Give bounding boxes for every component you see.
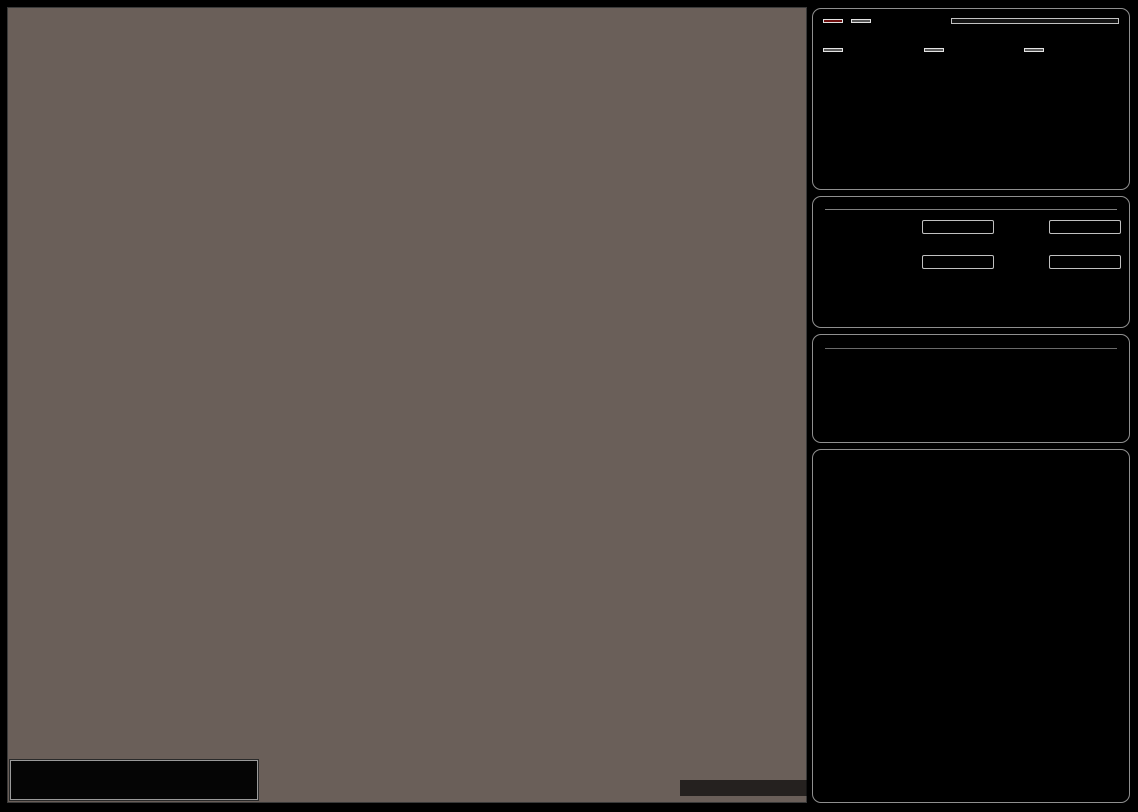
cg-plus-bar (922, 220, 994, 234)
distribution-title (825, 205, 1117, 210)
noise-button[interactable] (851, 19, 871, 23)
close-column (923, 48, 1019, 115)
bearing-display (951, 18, 1119, 24)
trend-graph (813, 450, 1129, 802)
strikes-per-min-label (823, 48, 843, 52)
noises-per-min-label (1024, 48, 1045, 52)
map-canvas (8, 8, 806, 802)
ic-plus-bar (922, 255, 994, 269)
close-per-min-label (923, 48, 944, 52)
map-symbol-legend (10, 760, 258, 800)
strikes-column (823, 48, 918, 115)
copyright-label (680, 780, 820, 796)
close-per-min-value (924, 56, 1019, 98)
intracloud-row (825, 254, 1121, 270)
clock-status-panel (812, 334, 1130, 443)
cloud-ground-row (825, 219, 1121, 235)
cg-minus-bar (1049, 220, 1121, 234)
lightning-distribution-panel (812, 196, 1130, 328)
lightning-map[interactable] (7, 7, 820, 803)
strikes-per-min-value (823, 56, 918, 98)
noises-column (1024, 48, 1119, 115)
strike-button[interactable] (823, 19, 843, 23)
ic-minus-bar (1049, 255, 1121, 269)
session-trend-panel (812, 449, 1130, 803)
datetime-display (825, 343, 1117, 349)
noises-per-min-value (1024, 56, 1119, 98)
strike-stats-panel (812, 8, 1130, 190)
